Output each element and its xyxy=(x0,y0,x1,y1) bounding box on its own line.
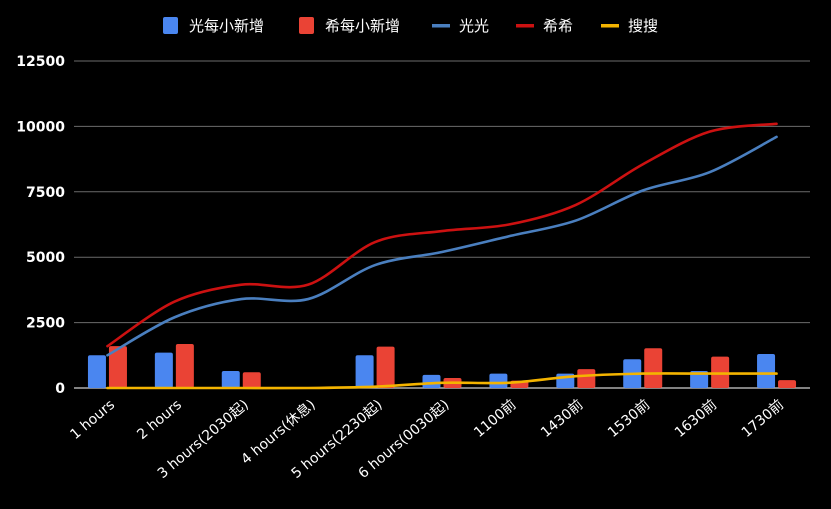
bar-希每小新增-3 hours(2030起) xyxy=(242,372,261,388)
x-tick-label: 1530前 xyxy=(604,396,653,441)
x-tick-label: 1430前 xyxy=(537,396,586,441)
bar-光每小新增-1730前 xyxy=(757,353,776,388)
legend-item-光光[interactable]: 光光 xyxy=(432,17,489,35)
legend-swatch xyxy=(299,17,314,34)
line-光光 xyxy=(106,135,778,357)
bar-光每小新增-5 hours(2230起) xyxy=(355,355,374,388)
y-tick-label: 0 xyxy=(55,381,65,397)
legend-item-光每小新增[interactable]: 光每小新增 xyxy=(163,17,264,35)
y-tick-label: 10000 xyxy=(16,119,65,135)
bar-希每小新增-1530前 xyxy=(644,348,663,388)
x-tick-label: 1730前 xyxy=(738,396,787,441)
bar-希每小新增-1630前 xyxy=(711,356,730,388)
y-tick-label: 12500 xyxy=(16,54,65,70)
y-tick-label: 7500 xyxy=(26,185,65,201)
bar-希每小新增-5 hours(2230起) xyxy=(376,346,395,388)
x-tick-label: 1100前 xyxy=(471,396,520,441)
bar-光每小新增-6 hours(0030起) xyxy=(422,374,441,388)
legend: 光每小新增 希每小新增 光光 希希 搜搜 xyxy=(163,17,658,35)
bar-series xyxy=(87,344,797,388)
line-series xyxy=(106,122,778,390)
legend-line-swatch xyxy=(432,24,450,28)
bar-光每小新增-2 hours xyxy=(154,352,173,388)
bar-希每小新增-2 hours xyxy=(175,344,194,388)
bar-希每小新增-1430前 xyxy=(577,369,596,388)
legend-item-希希[interactable]: 希希 xyxy=(516,17,573,35)
legend-item-搜搜[interactable]: 搜搜 xyxy=(601,17,658,35)
legend-label: 搜搜 xyxy=(628,17,658,35)
bar-光每小新增-1100前 xyxy=(489,373,508,388)
y-tick-label: 5000 xyxy=(26,250,65,266)
y-tick-label: 2500 xyxy=(26,316,65,332)
legend-line-swatch xyxy=(516,24,534,28)
legend-label: 希每小新增 xyxy=(325,17,400,35)
x-tick-label: 1 hours xyxy=(67,397,118,443)
x-tick-label: 1630前 xyxy=(671,396,720,441)
bar-光每小新增-1 hours xyxy=(87,355,106,388)
gridlines xyxy=(74,60,810,389)
legend-label: 光光 xyxy=(459,17,489,35)
bar-希每小新增-1730前 xyxy=(778,380,797,388)
y-axis-ticks: 0 2500 5000 7500 10000 12500 xyxy=(16,54,65,397)
legend-label: 光每小新增 xyxy=(189,17,264,35)
line-希希 xyxy=(106,122,778,348)
legend-line-swatch xyxy=(601,24,619,28)
bar-光每小新增-1630前 xyxy=(690,370,709,388)
bar-光每小新增-3 hours(2030起) xyxy=(221,370,240,388)
bar-希每小新增-1 hours xyxy=(108,346,127,388)
legend-label: 希希 xyxy=(543,17,573,35)
x-tick-label: 2 hours xyxy=(134,397,185,443)
line-搜搜 xyxy=(106,372,778,390)
legend-swatch xyxy=(163,17,178,34)
legend-item-希每小新增[interactable]: 希每小新增 xyxy=(299,17,400,35)
